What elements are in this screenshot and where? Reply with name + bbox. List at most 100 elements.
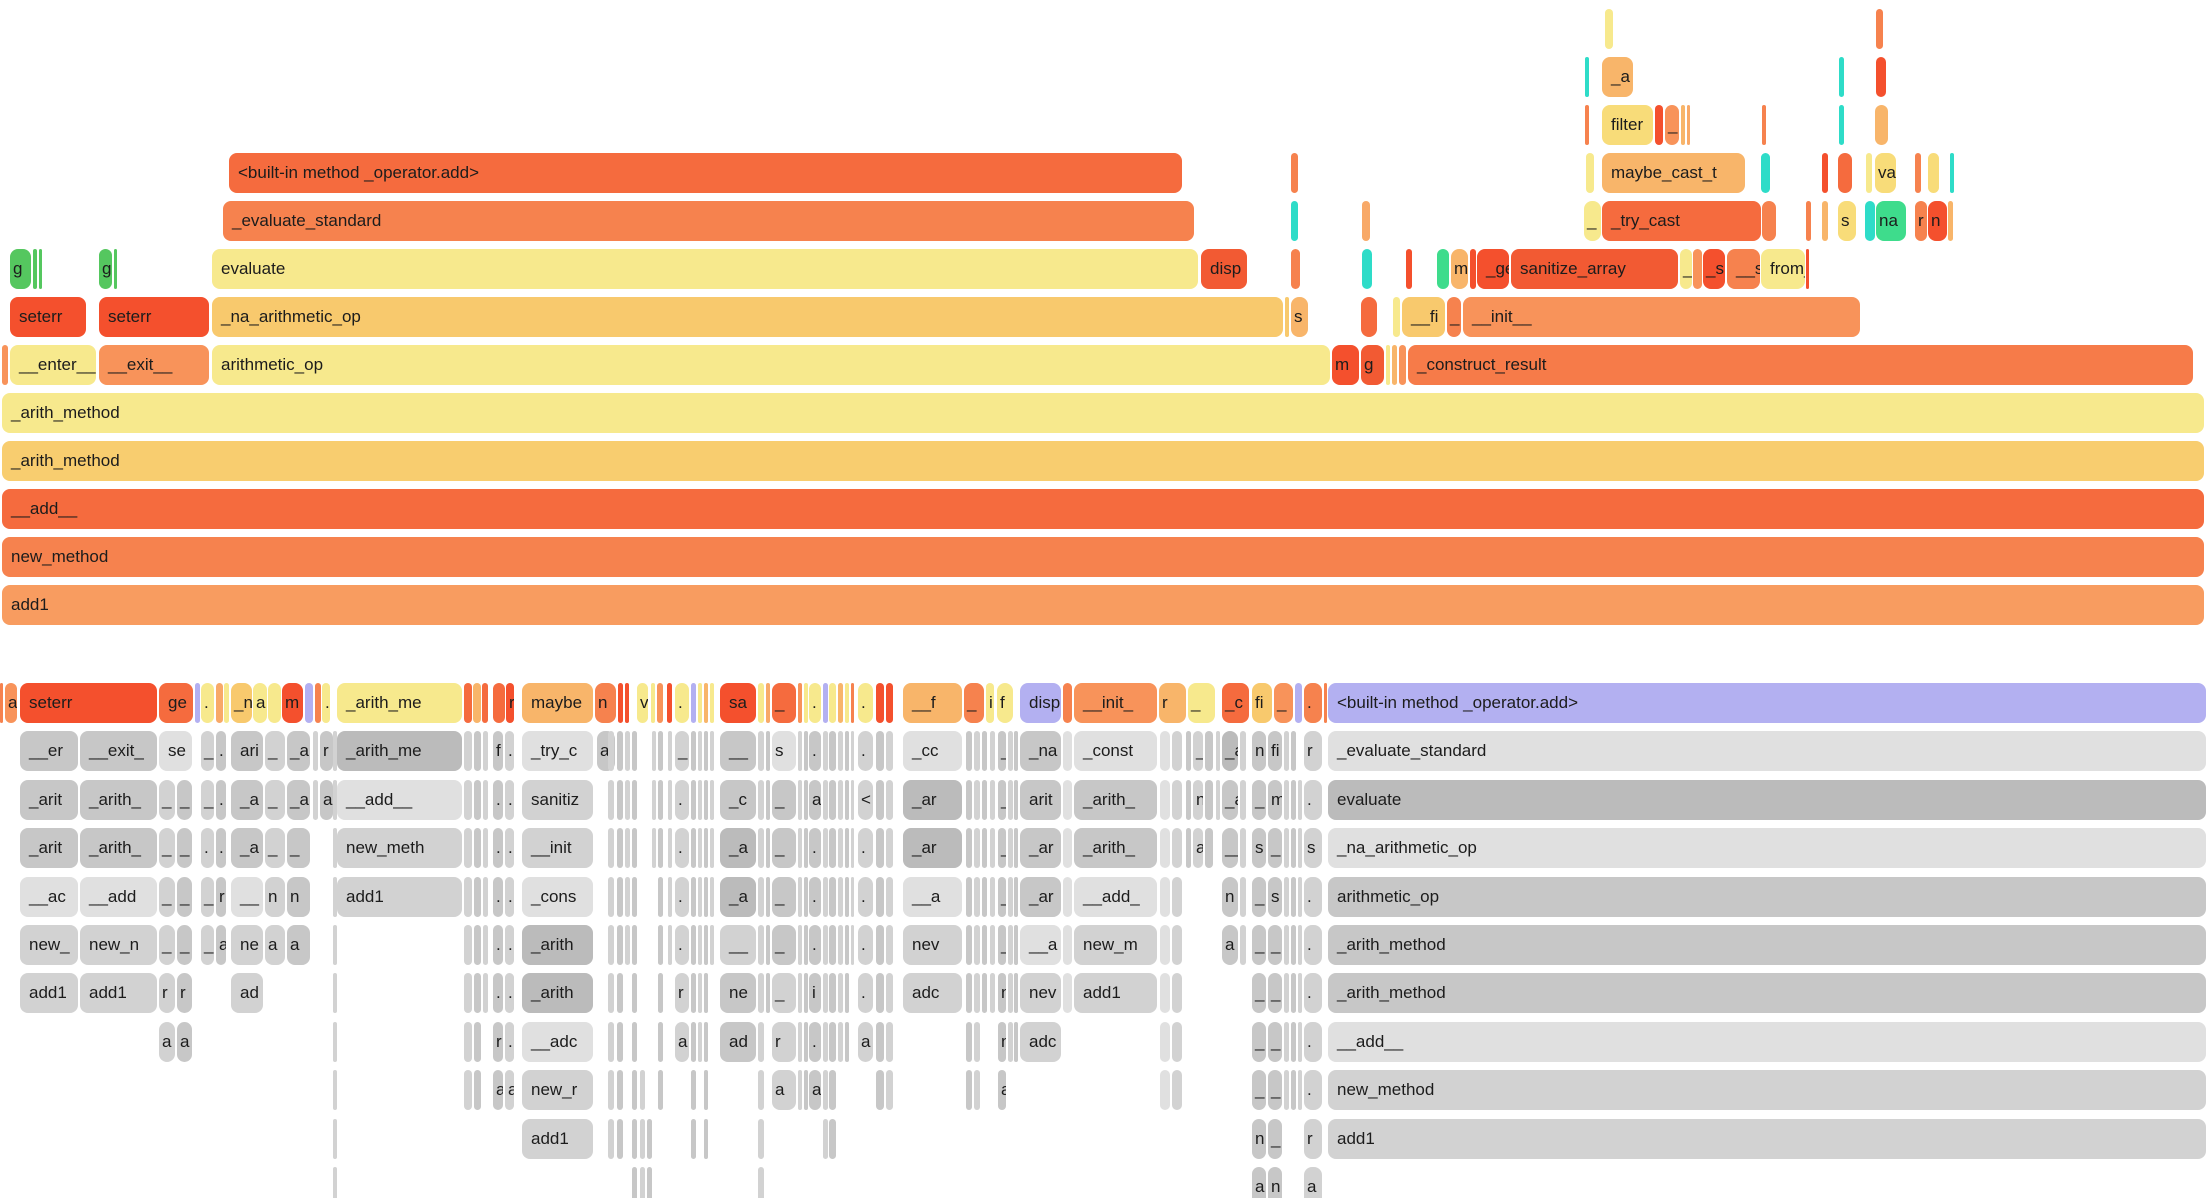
flame-frame[interactable] <box>1186 731 1191 772</box>
flame-frame[interactable] <box>845 683 849 723</box>
flame-frame[interactable]: add1 <box>522 1118 593 1159</box>
flame-frame[interactable] <box>982 731 987 772</box>
flame-frame[interactable] <box>625 925 630 965</box>
flame-frame[interactable] <box>333 925 337 965</box>
flame-frame[interactable] <box>1172 925 1182 965</box>
flame-frame[interactable]: r <box>493 1021 503 1062</box>
flame-frame[interactable] <box>1063 925 1072 965</box>
flame-frame[interactable] <box>886 828 893 869</box>
flame-frame[interactable] <box>632 973 637 1014</box>
flame-frame[interactable] <box>1186 828 1191 869</box>
flame-frame[interactable]: sanitize_array <box>1511 249 1678 289</box>
flame-frame[interactable] <box>798 683 802 723</box>
flame-frame[interactable] <box>1291 1070 1296 1111</box>
flame-frame[interactable]: _a <box>231 779 263 820</box>
flame-frame[interactable] <box>651 683 655 723</box>
flame-frame[interactable]: disp <box>1201 249 1247 289</box>
flame-frame[interactable] <box>625 779 630 820</box>
flame-frame[interactable]: evaluate <box>1328 779 2206 820</box>
flame-frame[interactable] <box>982 828 987 869</box>
flame-frame[interactable] <box>966 973 972 1014</box>
flame-frame[interactable]: . <box>809 731 821 772</box>
flame-frame[interactable] <box>990 731 995 772</box>
flame-frame[interactable] <box>845 925 849 965</box>
flame-frame[interactable] <box>1585 105 1589 145</box>
flame-frame[interactable]: _try_c <box>522 731 593 772</box>
flame-frame[interactable]: arit <box>1020 779 1061 820</box>
flame-frame[interactable]: a <box>1304 1167 1322 1198</box>
flame-frame[interactable]: _ <box>201 731 214 772</box>
flame-frame[interactable]: n <box>998 973 1006 1014</box>
flame-frame[interactable] <box>1160 925 1170 965</box>
flame-frame[interactable] <box>698 828 702 869</box>
flame-frame[interactable] <box>1948 201 1953 241</box>
flame-frame[interactable] <box>1160 731 1170 772</box>
flame-frame[interactable]: . <box>858 828 873 869</box>
flame-frame[interactable] <box>710 779 714 820</box>
flame-frame[interactable]: . <box>505 876 514 917</box>
flame-frame[interactable] <box>710 731 714 772</box>
flame-frame[interactable]: . <box>809 876 821 917</box>
flame-frame[interactable]: g <box>1361 345 1384 385</box>
flame-frame[interactable] <box>1586 153 1594 193</box>
flame-frame[interactable] <box>1298 828 1302 869</box>
flame-frame[interactable]: _ <box>1268 1021 1282 1062</box>
flame-frame[interactable] <box>798 925 802 965</box>
flame-frame[interactable]: _a <box>1222 731 1238 772</box>
flame-frame[interactable] <box>1240 779 1246 820</box>
flame-frame[interactable]: _ <box>287 828 310 869</box>
flame-frame[interactable]: _a <box>1602 57 1633 97</box>
flame-frame[interactable]: . <box>1304 925 1322 965</box>
flame-frame[interactable] <box>704 973 708 1014</box>
flame-frame[interactable] <box>1392 345 1397 385</box>
flame-frame[interactable]: a <box>159 1021 175 1062</box>
flame-frame[interactable]: r <box>320 731 333 772</box>
flame-frame[interactable] <box>658 876 663 917</box>
flame-frame[interactable]: __adc <box>522 1021 593 1062</box>
flame-frame[interactable] <box>1298 1070 1302 1111</box>
flame-frame[interactable]: v <box>637 683 648 723</box>
flame-frame[interactable]: _a <box>1222 779 1238 820</box>
flame-frame[interactable] <box>474 925 481 965</box>
flame-frame[interactable] <box>1876 57 1886 97</box>
flame-frame[interactable] <box>1298 925 1302 965</box>
flame-frame[interactable]: _ <box>159 828 175 869</box>
flame-frame[interactable] <box>1008 876 1013 917</box>
flame-frame[interactable] <box>1172 1070 1182 1111</box>
flame-frame[interactable] <box>823 1118 828 1159</box>
flame-frame[interactable] <box>704 779 708 820</box>
flame-frame[interactable] <box>632 1118 637 1159</box>
flame-frame[interactable] <box>1291 973 1296 1014</box>
flame-frame[interactable] <box>216 683 223 723</box>
flame-frame[interactable] <box>886 925 893 965</box>
flame-frame[interactable] <box>625 683 629 723</box>
flame-frame[interactable] <box>333 779 337 820</box>
flame-frame[interactable] <box>758 1021 764 1062</box>
flame-frame[interactable]: . <box>858 683 873 723</box>
flame-frame[interactable]: _ <box>998 828 1006 869</box>
flame-frame[interactable] <box>647 1118 652 1159</box>
flame-frame[interactable]: adc <box>1020 1021 1061 1062</box>
flame-frame[interactable] <box>1399 345 1406 385</box>
flame-frame[interactable]: _ <box>177 925 192 965</box>
flame-frame[interactable]: add1 <box>20 973 78 1014</box>
flame-frame[interactable]: . <box>493 828 503 869</box>
flame-frame[interactable]: arithmetic_op <box>1328 876 2206 917</box>
flame-frame[interactable] <box>1160 1021 1170 1062</box>
flame-frame[interactable] <box>851 876 854 917</box>
flame-frame[interactable]: _ar <box>903 828 962 869</box>
flame-frame[interactable]: _ar <box>1020 876 1061 917</box>
flame-frame[interactable] <box>982 973 987 1014</box>
flame-frame[interactable] <box>704 925 708 965</box>
flame-frame[interactable] <box>1393 297 1400 337</box>
flame-frame[interactable]: _arith_method <box>1328 925 2206 965</box>
flame-frame[interactable] <box>608 828 614 869</box>
flame-frame[interactable]: na <box>1876 201 1906 241</box>
flame-frame[interactable] <box>1291 925 1296 965</box>
flame-frame[interactable] <box>464 731 472 772</box>
flame-frame[interactable] <box>1762 201 1776 241</box>
flame-frame[interactable]: _arith_ <box>80 779 157 820</box>
flame-frame[interactable]: new_r <box>522 1070 593 1111</box>
flame-frame[interactable]: new_n <box>80 925 157 965</box>
flame-frame[interactable]: __enter__ <box>10 345 96 385</box>
